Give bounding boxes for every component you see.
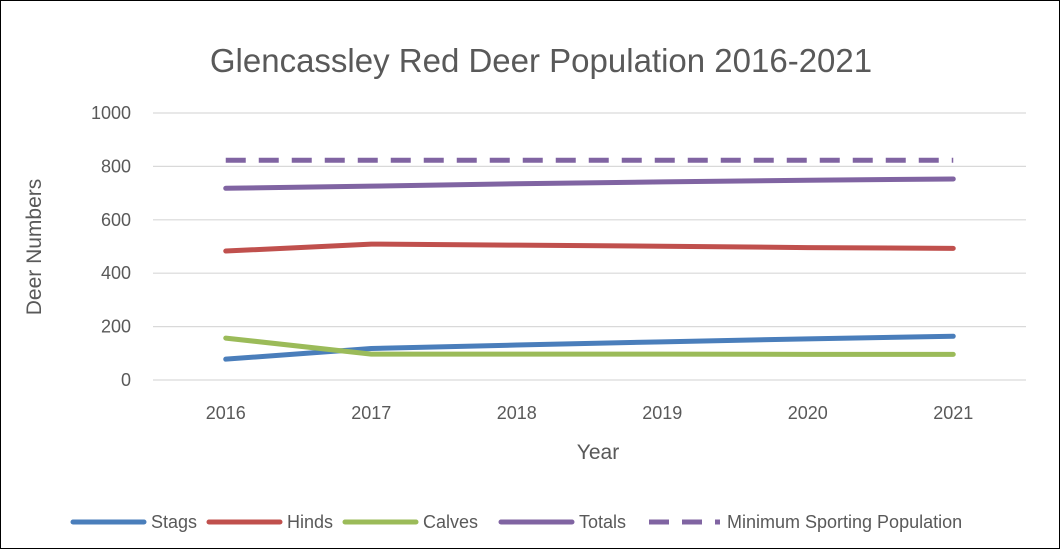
x-tick-label: 2018 (497, 403, 537, 423)
gridlines (153, 112, 1026, 381)
legend-label: Minimum Sporting Population (727, 512, 962, 532)
x-tick-label: 2017 (351, 403, 391, 423)
x-tick-label: 2021 (933, 403, 973, 423)
legend: Stags Hinds Calves Totals Minimum Sporting P… (70, 512, 962, 532)
series-line-hinds (223, 241, 956, 254)
series-line-totals (223, 176, 956, 191)
y-tick-label: 200 (101, 317, 131, 337)
y-tick-label: 0 (121, 370, 131, 390)
chart-title: Glencassley Red Deer Population 2016-202… (210, 42, 872, 79)
x-tick-label: 2020 (788, 403, 828, 423)
x-axis-label: Year (577, 441, 619, 464)
y-tick-label: 800 (101, 156, 131, 176)
series-line-calves (223, 335, 956, 357)
y-tick-label: 1000 (91, 103, 131, 123)
legend-label: Totals (579, 512, 626, 532)
y-tick-label: 400 (101, 263, 131, 283)
x-tick-label: 2016 (206, 403, 246, 423)
legend-label: Hinds (287, 512, 333, 532)
x-tick-label: 2019 (642, 403, 682, 423)
legend-label: Calves (423, 512, 478, 532)
x-axis-ticks: 2016 2017 2018 2019 2020 2021 (206, 403, 974, 423)
y-axis-label: Deer Numbers (23, 179, 46, 316)
legend-label: Stags (151, 512, 197, 532)
y-axis-ticks: 0 200 400 600 800 1000 (91, 103, 131, 390)
y-tick-label: 600 (101, 210, 131, 230)
series-lines (223, 157, 956, 362)
